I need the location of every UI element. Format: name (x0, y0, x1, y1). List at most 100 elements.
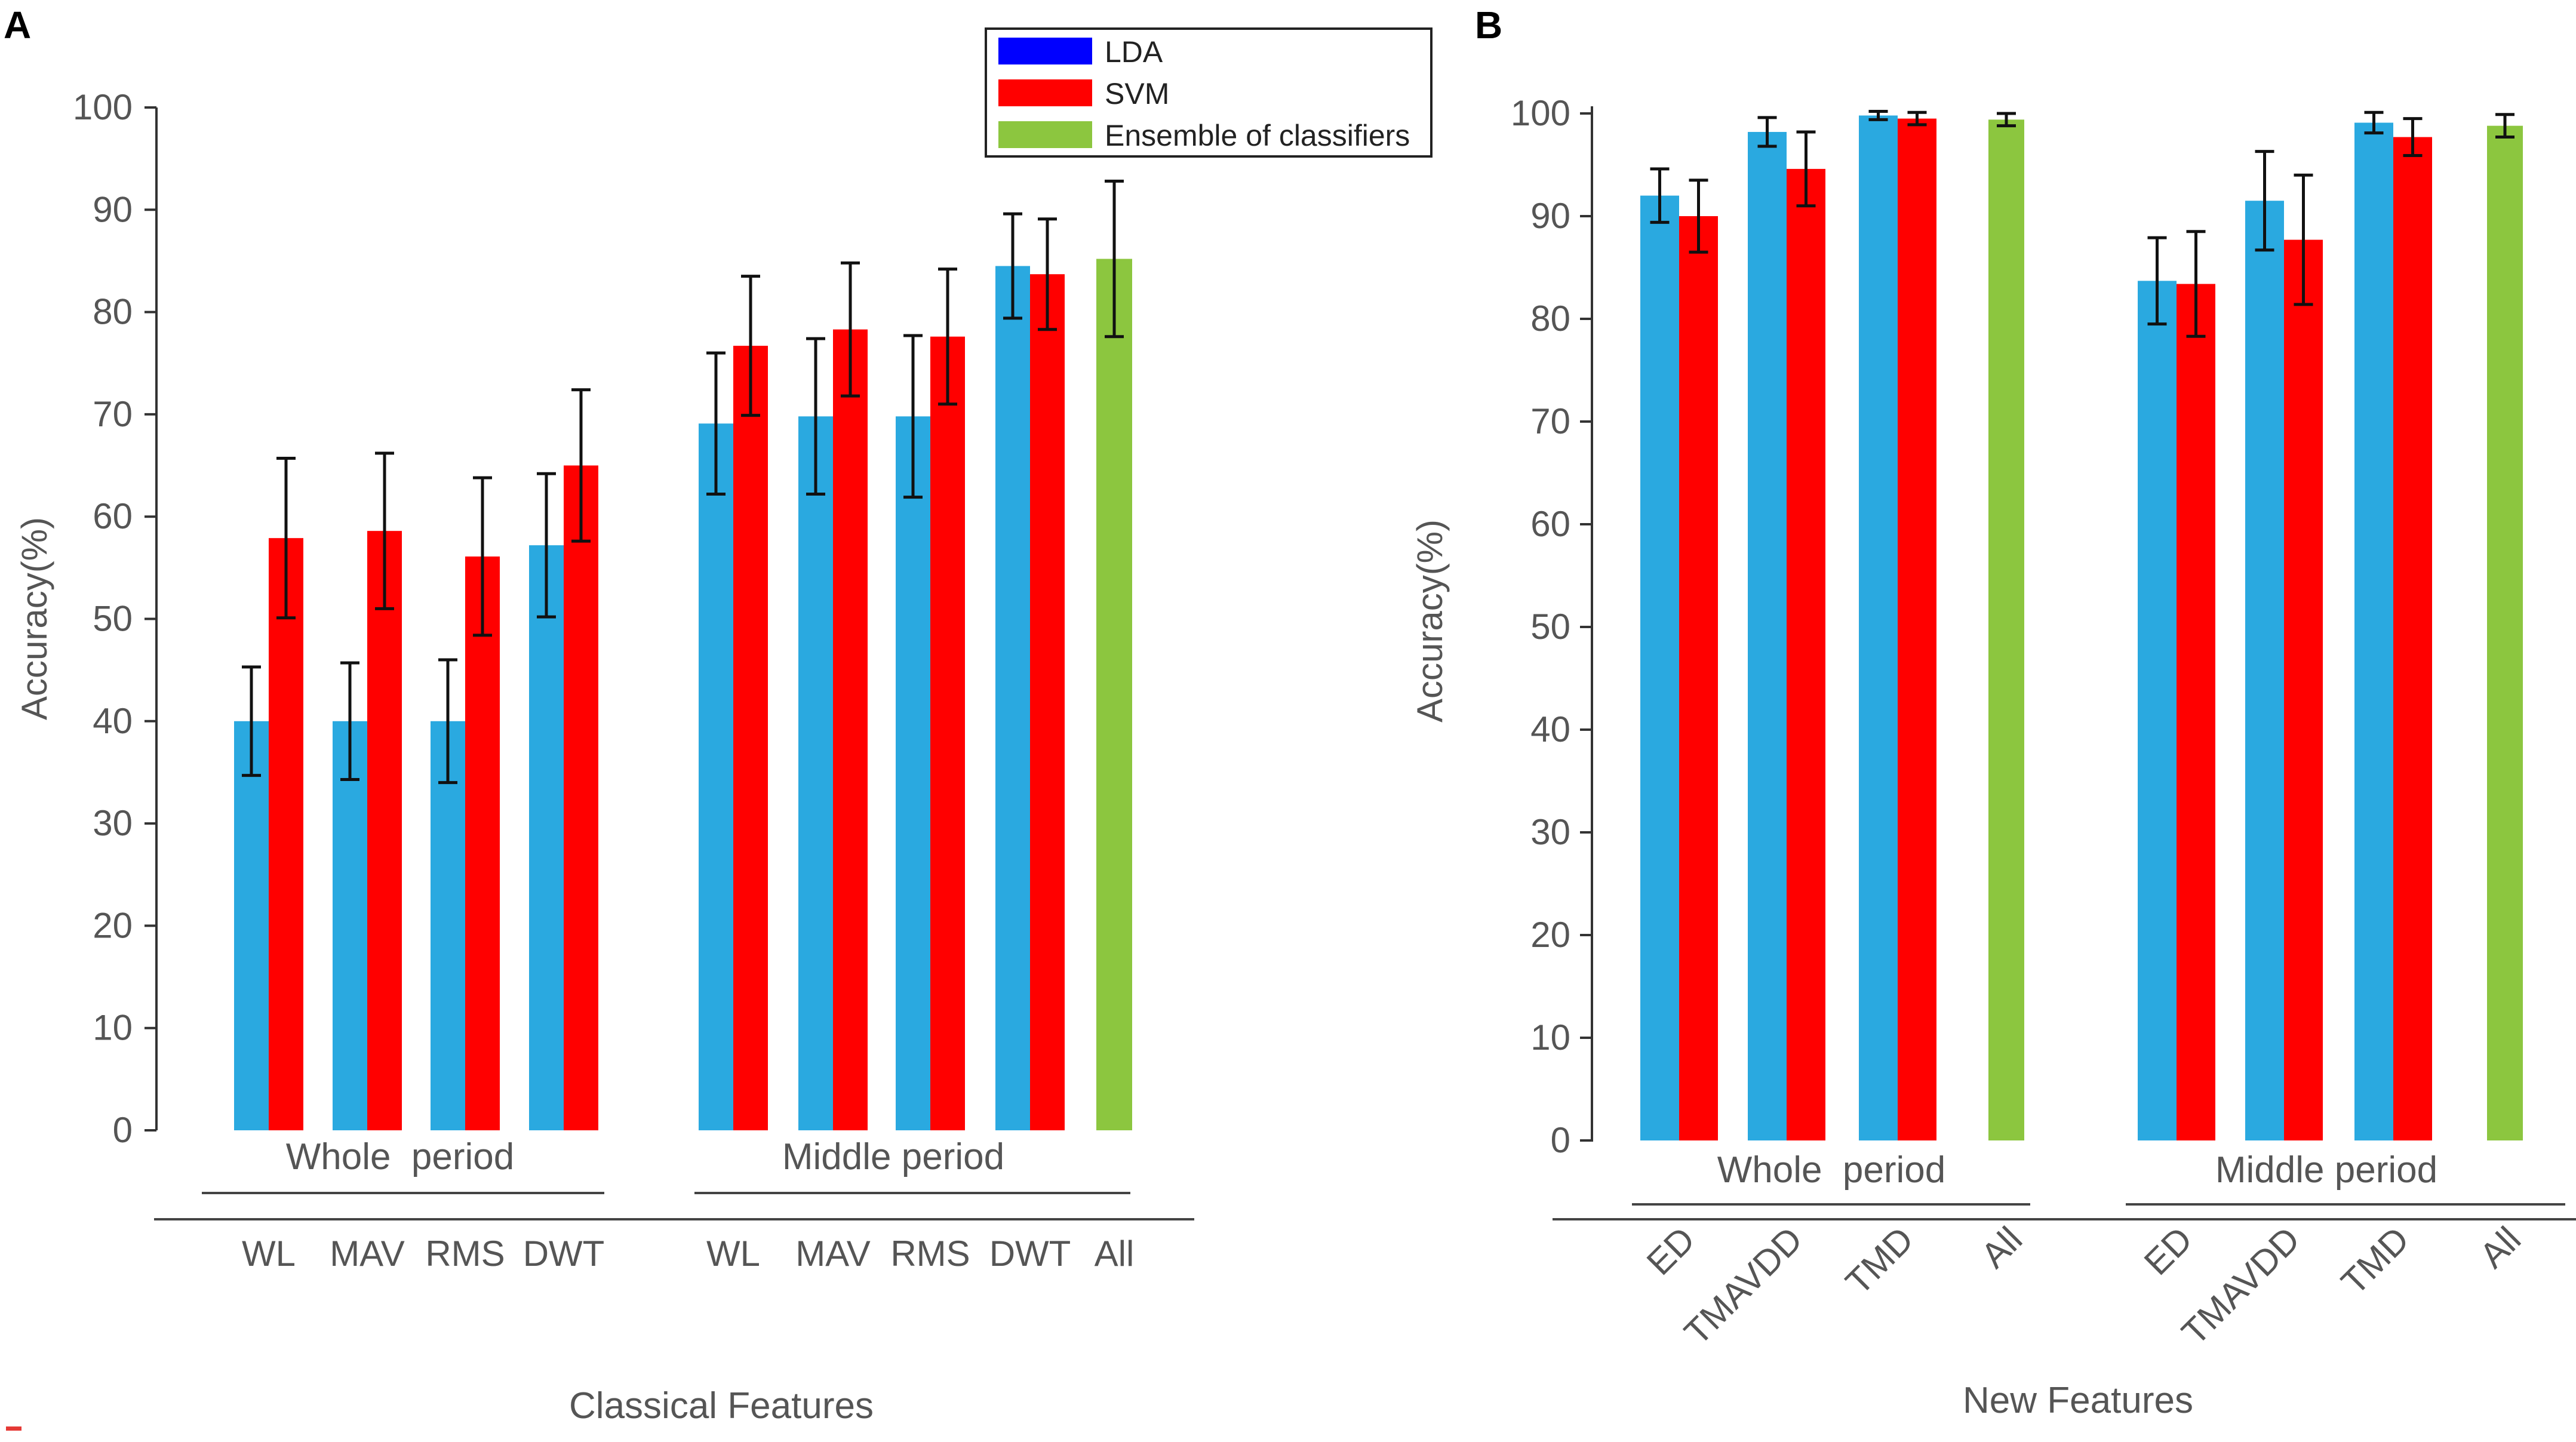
error-bar-b-lda-tmd-g0 (1868, 110, 1888, 121)
panel-b-letter: B (1475, 4, 1502, 47)
panel-a-y-tick-label: 70 (93, 394, 133, 434)
panel-b-y-label: Accuracy(%) (1410, 519, 1450, 722)
panel-b-group-label-middle: Middle period (2215, 1149, 2437, 1191)
panel-a-group-label-middle: Middle period (782, 1136, 1004, 1177)
panel-a-y-tick-label: 90 (93, 189, 133, 229)
error-bar-b-ens-all-g1 (2495, 113, 2514, 139)
panel-b-y-tick-label: 10 (1530, 1017, 1570, 1057)
panel-a-y-label: Accuracy(%) (14, 517, 54, 720)
category-label-a-rms-g0: RMS (425, 1234, 505, 1274)
bar-b-lda-tmd-g1 (2354, 122, 2393, 1141)
panel-a-bars (234, 179, 1132, 1131)
panel-a-y-tick-label: 10 (93, 1008, 133, 1048)
error-bar-b-lda-tmavdd-g1 (2255, 150, 2274, 252)
error-bar-a-lda-rms-g1 (903, 334, 923, 499)
panel-b-y-ticks: 0 10 20 30 40 50 60 70 80 90 100 (1511, 93, 1592, 1160)
bar-a-svm-wl-g1 (733, 346, 768, 1130)
error-bar-b-svm-tmavdd-g1 (2294, 173, 2313, 306)
error-bar-a-lda-mav-g1 (806, 337, 825, 496)
error-bar-a-svm-wl-g1 (741, 275, 760, 417)
bar-a-svm-mav-g1 (833, 329, 868, 1131)
bar-a-svm-dwt-g1 (1030, 274, 1065, 1130)
bar-b-ens-all-g0 (1988, 119, 2024, 1140)
bar-b-lda-ed-g0 (1640, 195, 1679, 1141)
category-label-a-wl-g0: WL (242, 1234, 296, 1274)
error-bar-a-lda-mav-g0 (340, 661, 359, 781)
error-bar-a-lda-wl-g0 (242, 665, 261, 777)
error-bar-a-lda-dwt-g0 (537, 472, 556, 619)
panel-b-y-tick-label: 0 (1551, 1120, 1570, 1160)
panel-b-y-tick-label: 30 (1530, 812, 1570, 852)
legend-label-lda: LDA (1105, 35, 1163, 69)
panel-b-y-tick-label: 90 (1530, 196, 1570, 236)
bar-b-ens-all-g1 (2487, 125, 2523, 1140)
panel-b-group-label-whole: Whole period (1717, 1149, 1946, 1191)
error-bar-b-svm-ed-g0 (1689, 179, 1708, 254)
error-bar-b-lda-tmd-g1 (2364, 110, 2384, 135)
category-label-a-dwt-g0: DWT (523, 1234, 605, 1274)
legend-swatch-ensemble (998, 121, 1092, 148)
panel-a-category-labels: WL MAV RMS DWT WL MAV RMS DWT All (242, 1234, 1134, 1274)
category-label-a-wl-g1: WL (706, 1234, 760, 1274)
panel-a-letter: A (4, 4, 31, 47)
error-bar-a-svm-mav-g0 (375, 451, 394, 610)
bar-b-lda-ed-g1 (2138, 281, 2177, 1140)
bar-a-lda-wl-g1 (699, 423, 733, 1130)
error-bar-a-svm-rms-g0 (473, 476, 492, 637)
panel-b-y-tick-label: 20 (1530, 915, 1570, 955)
bar-a-svm-rms-g0 (465, 556, 500, 1130)
bar-b-svm-tmd-g1 (2393, 137, 2432, 1140)
error-bar-a-lda-rms-g0 (438, 658, 457, 785)
panel-a-y-tick-label: 20 (93, 905, 133, 945)
error-bar-a-svm-dwt-g1 (1038, 217, 1057, 331)
panel-b-x-label: New Features (1963, 1380, 2193, 1421)
bar-b-lda-tmavdd-g0 (1748, 131, 1787, 1141)
bar-a-svm-mav-g0 (367, 531, 402, 1130)
bar-a-lda-rms-g0 (431, 721, 465, 1130)
error-bar-b-lda-ed-g1 (2147, 236, 2167, 326)
error-bar-a-svm-dwt-g0 (571, 388, 591, 543)
panel-b-y-tick-label: 40 (1530, 709, 1570, 749)
panel-a-y-tick-label: 80 (93, 292, 133, 332)
error-bar-a-lda-wl-g1 (706, 351, 726, 496)
bar-b-svm-tmd-g0 (1898, 118, 1936, 1141)
error-bar-b-svm-ed-g1 (2186, 230, 2206, 338)
bar-a-lda-mav-g0 (333, 721, 367, 1130)
category-label-a-all-g1: All (1095, 1234, 1135, 1274)
legend-label-ensemble: Ensemble of classifiers (1105, 119, 1410, 152)
error-bar-b-ens-all-g0 (1997, 112, 2016, 128)
bar-a-lda-dwt-g1 (995, 266, 1030, 1130)
panel-a-y-tick-label: 40 (93, 701, 133, 741)
panel-b-y-tick-label: 80 (1530, 299, 1570, 339)
error-bar-b-svm-tmd-g0 (1907, 110, 1927, 127)
legend-swatch-lda (998, 38, 1092, 64)
error-bar-b-svm-tmavdd-g0 (1796, 130, 1816, 208)
error-bar-a-svm-mav-g1 (841, 261, 860, 398)
panel-a-y-tick-label: 50 (93, 599, 133, 639)
panel-b-y-tick-label: 50 (1530, 607, 1570, 647)
category-label-a-mav-g0: MAV (330, 1234, 405, 1274)
bar-a-lda-rms-g1 (896, 416, 930, 1131)
panel-a-y-tick-label: 30 (93, 803, 133, 843)
bar-a-svm-rms-g1 (930, 336, 965, 1131)
bar-b-svm-ed-g1 (2177, 284, 2215, 1140)
bar-a-lda-mav-g1 (798, 416, 833, 1131)
panel-b: 0 10 20 30 40 50 60 70 80 90 100 Accuracy(%) Whole… (1410, 93, 2576, 1421)
error-bar-a-ens-all-g1 (1105, 179, 1124, 339)
bar-b-svm-ed-g0 (1679, 216, 1718, 1140)
legend-label-svm: SVM (1105, 77, 1169, 110)
category-label-a-rms-g1: RMS (890, 1234, 970, 1274)
error-bar-a-svm-wl-g0 (276, 457, 296, 620)
bar-a-lda-dwt-g0 (529, 545, 564, 1130)
bar-b-lda-tmd-g0 (1859, 115, 1898, 1141)
category-label-a-mav-g1: MAV (795, 1234, 871, 1274)
error-bar-a-lda-dwt-g1 (1003, 212, 1022, 320)
legend: LDA SVM Ensemble of classifiers (985, 27, 1433, 158)
error-bar-b-svm-tmd-g1 (2403, 117, 2423, 158)
panel-a-y-tick-label: 0 (113, 1110, 133, 1150)
error-bar-a-svm-rms-g1 (938, 268, 957, 406)
bar-b-svm-tmavdd-g1 (2284, 239, 2323, 1140)
bar-b-svm-tmavdd-g0 (1787, 168, 1825, 1140)
bar-a-lda-wl-g0 (234, 721, 269, 1130)
